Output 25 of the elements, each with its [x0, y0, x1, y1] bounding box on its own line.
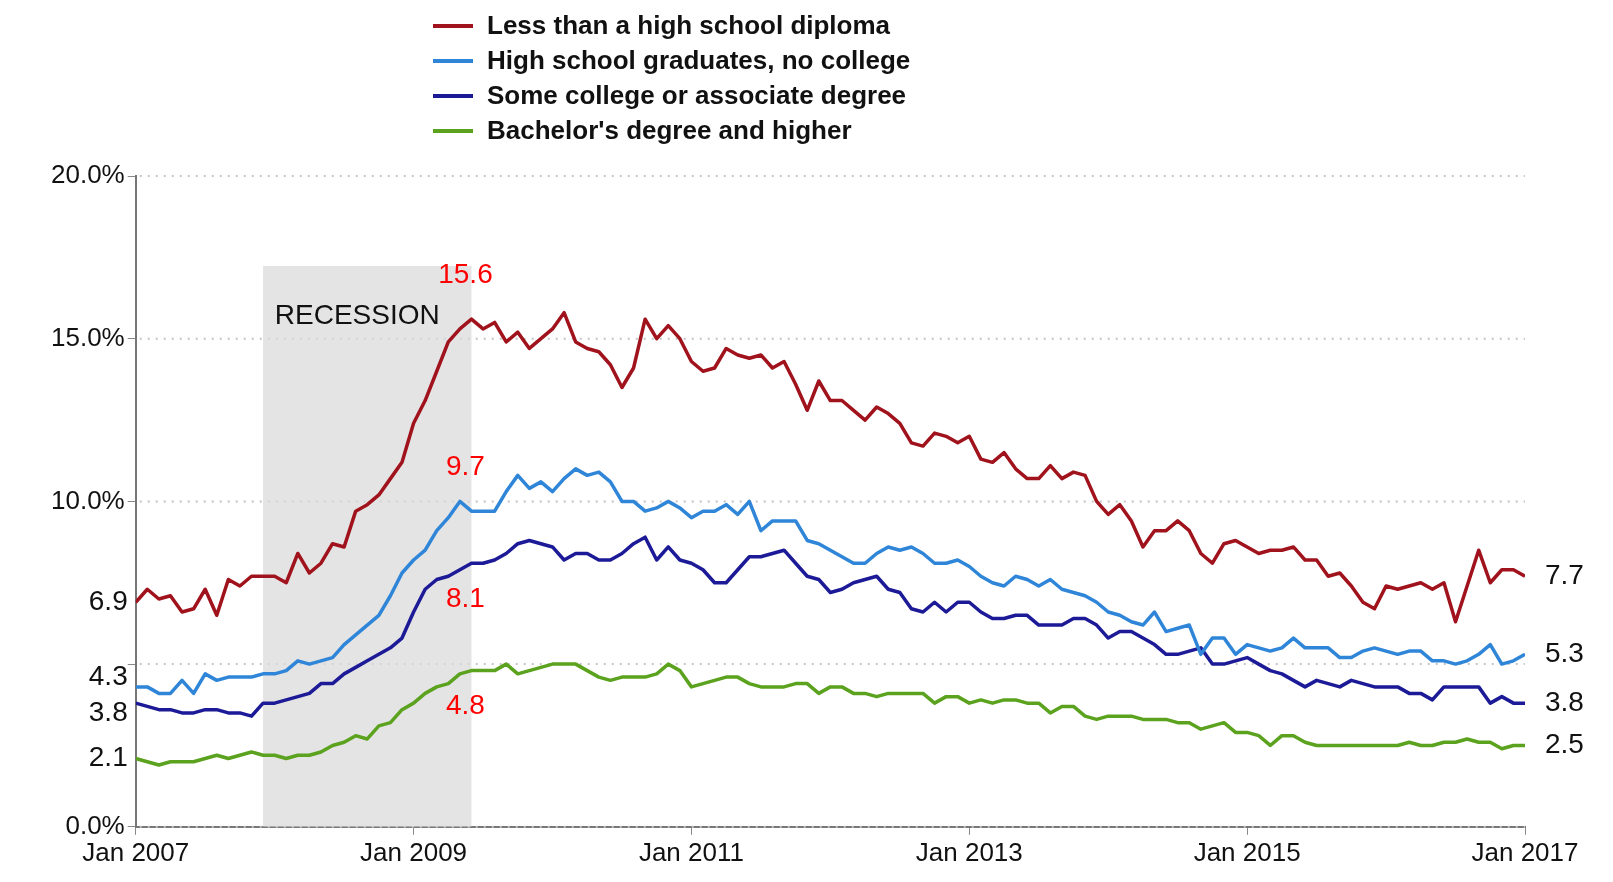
x-tick-label: Jan 2015 [1193, 836, 1301, 867]
legend-label: Some college or associate degree [487, 80, 907, 111]
band-label: RECESSION [274, 298, 440, 330]
data-label: 15.6 [438, 257, 493, 289]
data-label: 7.7 [1545, 558, 1584, 590]
data-label: 5.3 [1545, 637, 1584, 669]
y-tick-label: 10.0% [50, 484, 125, 515]
legend-label: Less than a high school diploma [487, 10, 891, 41]
x-tick-label: Jan 2013 [915, 836, 1023, 867]
data-label: 2.1 [88, 741, 128, 773]
x-tick-label: Jan 2011 [638, 836, 744, 867]
data-label: 3.8 [88, 695, 128, 727]
legend-label: High school graduates, no college [487, 45, 911, 76]
data-label: 4.8 [446, 689, 485, 721]
data-label: 9.7 [446, 449, 485, 481]
y-tick-label: 20.0% [50, 159, 125, 190]
data-label: 3.8 [1545, 685, 1584, 717]
x-tick-label: Jan 2017 [1471, 836, 1579, 867]
data-label: 4.3 [88, 659, 128, 691]
data-label: 8.1 [446, 581, 485, 613]
data-label: 2.5 [1545, 728, 1584, 760]
x-tick-label: Jan 2009 [360, 836, 468, 867]
data-label: 6.9 [88, 584, 128, 616]
y-tick-label: 15.0% [50, 321, 125, 352]
legend-label: Bachelor's degree and higher [487, 115, 852, 146]
